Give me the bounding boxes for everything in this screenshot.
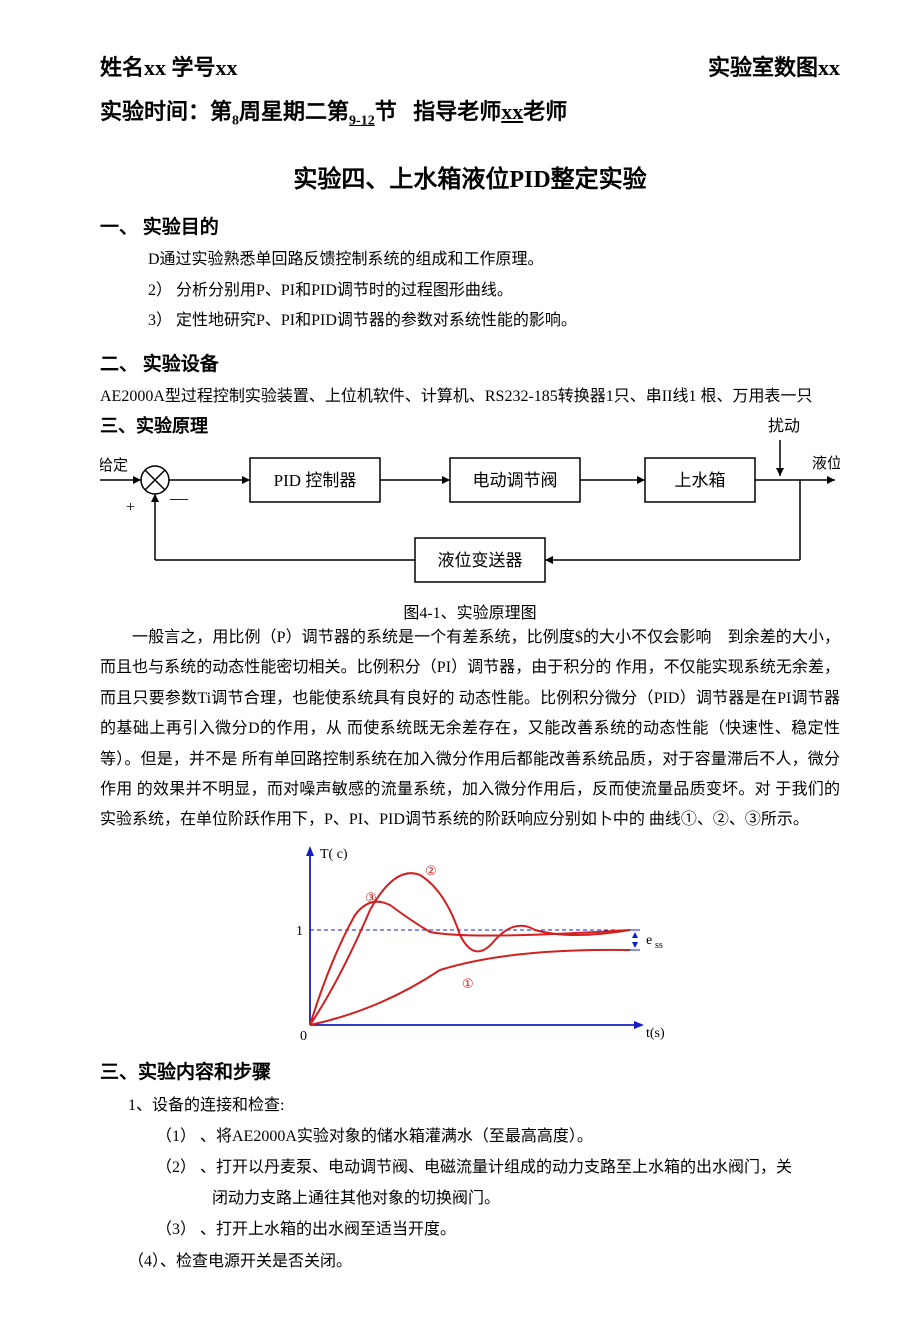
output-text: 液位: [812, 455, 840, 472]
step-1: 1、设备的连接和检查:: [100, 1090, 840, 1121]
period-range: 9-12: [349, 113, 375, 128]
ess-sub-label: ss: [655, 940, 663, 951]
experiment-title: 实验四、上水箱液位PID整定实验: [100, 159, 840, 194]
diagram-caption: 图4-1、实验原理图: [100, 599, 840, 623]
curve-2-marker: ②: [425, 863, 437, 878]
block-diagram: 给定 + — PID 控制器 电动调节阀 上水箱: [100, 440, 840, 595]
s1-item-3: 3） 定性地研究P、PI和PID调节器的参数对系统性能的影响。: [100, 306, 840, 336]
time-end: 节: [375, 99, 397, 124]
week-number: 8: [232, 113, 239, 128]
room-value: xx: [818, 55, 840, 80]
header-line-1: 姓名xx 学号xx 实验室数图xx: [100, 50, 840, 82]
teacher-value: xx: [501, 99, 523, 124]
block3-text: 上水箱: [675, 471, 726, 490]
disturbance-label: 扰动: [768, 412, 840, 436]
room-label: 实验室数图: [708, 55, 818, 80]
plus-text: +: [126, 499, 135, 516]
principle-paragraph: 一般言之，用比例（P）调节器的系统是一个有差系统，比例度$的大小不仅会影响 到余…: [100, 623, 840, 836]
one-label: 1: [296, 924, 303, 939]
y-axis-label: T( c): [320, 847, 348, 862]
name-label: 姓名: [100, 55, 144, 80]
block-diagram-svg: 给定 + — PID 控制器 电动调节阀 上水箱: [100, 440, 840, 590]
teacher-suffix: 老师: [523, 99, 567, 124]
step-1-3: （3） 、打开上水箱的出水阀至适当开度。: [100, 1214, 840, 1245]
curve-1-marker: ①: [462, 976, 474, 991]
step-1-2b: 闭动力支路上通往其他对象的切换阀门。: [100, 1183, 840, 1214]
id-label: 学号: [172, 55, 216, 80]
section-2-heading: 二、 实验设备: [100, 349, 840, 376]
step-1-2a: （2） 、打开以丹麦泵、电动调节阀、电磁流量计组成的动力支路至上水箱的出水阀门，…: [100, 1152, 840, 1183]
section-1-heading: 一、 实验目的: [100, 212, 840, 239]
step-1-1: （1） 、将AE2000A实验对象的储水箱灌满水（至最高高度）。: [100, 1121, 840, 1152]
section-3-heading: 三、实验原理: [100, 412, 208, 438]
time-mid: 周星期二第: [239, 99, 349, 124]
teacher-label: 指导老师: [413, 99, 501, 124]
input-label-text: 给定: [100, 457, 128, 474]
block2-text: 电动调节阀: [473, 471, 558, 490]
id-value: xx: [216, 55, 238, 80]
name-value: xx: [144, 55, 166, 80]
ess-label: e: [646, 933, 652, 948]
s1-item-1: D通过实验熟悉单回路反馈控制系统的组成和工作原理。: [100, 245, 840, 275]
curve-3-marker: ③: [365, 890, 377, 905]
minus-text: —: [169, 488, 189, 508]
section-4-heading: 三、实验内容和步骤: [100, 1057, 840, 1084]
block4-text: 液位变送器: [438, 551, 523, 570]
header-line-2: 实验时间：第8周星期二第9-12节 指导老师xx老师: [100, 94, 840, 129]
step-response-graph: T( c) t(s) 1 0 e ss ① ② ③: [100, 840, 840, 1055]
time-label: 实验时间：第: [100, 99, 232, 124]
x-axis-label: t(s): [646, 1026, 665, 1041]
step-response-svg: T( c) t(s) 1 0 e ss ① ② ③: [260, 840, 680, 1050]
step-1-4: （4）、检查电源开关是否关闭。: [100, 1246, 840, 1277]
block1-text: PID 控制器: [274, 471, 357, 490]
s1-item-2: 2） 分析分别用P、PI和PID调节时的过程图形曲线。: [100, 276, 840, 306]
s2-text: AE2000A型过程控制实验装置、上位机软件、计算机、RS232-185转换器1…: [100, 382, 840, 412]
zero-label: 0: [300, 1029, 307, 1044]
